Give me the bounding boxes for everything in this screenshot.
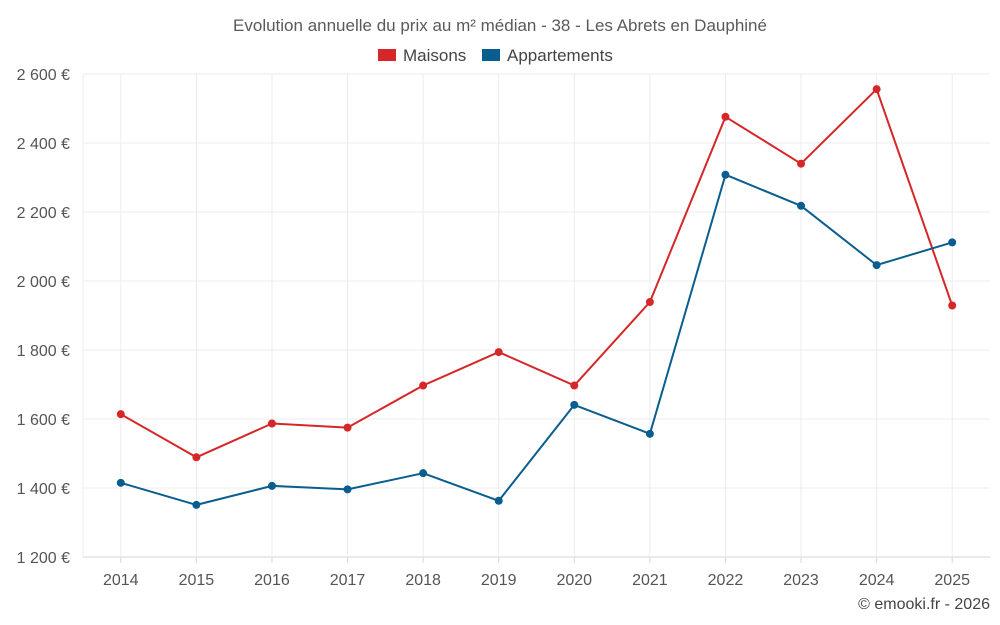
legend-swatch-maisons — [378, 49, 396, 61]
data-point-appartements[interactable] — [343, 485, 352, 494]
data-point-appartements[interactable] — [797, 201, 806, 210]
x-tick-label: 2024 — [859, 572, 895, 589]
x-tick-label: 2021 — [632, 572, 668, 589]
grid — [82, 73, 990, 558]
y-tick-label: 1 600 € — [17, 412, 70, 429]
legend-swatch-appartements — [482, 49, 500, 61]
x-tick-label: 2023 — [783, 572, 819, 589]
y-tick-label: 2 600 € — [17, 67, 70, 84]
x-tick-label: 2022 — [708, 572, 744, 589]
y-tick-label: 2 400 € — [17, 136, 70, 153]
data-point-appartements[interactable] — [948, 238, 957, 247]
data-point-appartements[interactable] — [419, 469, 428, 478]
x-tick-label: 2015 — [179, 572, 215, 589]
data-point-appartements[interactable] — [192, 500, 201, 509]
y-tick-label: 1 400 € — [17, 481, 70, 498]
y-tick-label: 1 800 € — [17, 343, 70, 360]
data-point-maisons[interactable] — [419, 381, 428, 390]
y-tick-label: 2 200 € — [17, 205, 70, 222]
chart-title: Evolution annuelle du prix au m² médian … — [233, 16, 767, 35]
data-point-maisons[interactable] — [570, 381, 579, 390]
x-tick-label: 2020 — [556, 572, 592, 589]
y-axis: 1 200 € 1 400 € 1 600 € 1 800 € 2 000 € 2 200… — [17, 67, 70, 567]
legend: Maisons Appartements — [378, 46, 613, 65]
x-tick-label: 2016 — [254, 572, 290, 589]
series-line-maisons — [120, 88, 954, 459]
y-tick-label: 2 000 € — [17, 274, 70, 291]
data-point-maisons[interactable] — [872, 85, 881, 94]
x-tick-label: 2014 — [103, 572, 139, 589]
data-point-maisons[interactable] — [948, 301, 957, 310]
x-axis: 2014 2015 2016 2017 2018 2019 2020 2021 2022 2023… — [103, 557, 970, 589]
data-point-appartements[interactable] — [116, 478, 125, 487]
data-point-maisons[interactable] — [267, 419, 276, 428]
y-tick-label: 1 200 € — [17, 550, 70, 567]
data-point-maisons[interactable] — [721, 112, 730, 121]
legend-label-maisons[interactable]: Maisons — [403, 46, 466, 65]
data-point-maisons[interactable] — [645, 298, 654, 307]
data-point-appartements[interactable] — [645, 429, 654, 438]
data-point-appartements[interactable] — [494, 496, 503, 505]
x-tick-label: 2017 — [330, 572, 366, 589]
data-point-appartements[interactable] — [570, 400, 579, 409]
data-point-maisons[interactable] — [343, 423, 352, 432]
x-tick-label: 2025 — [934, 572, 970, 589]
credit-text: © emooki.fr - 2026 — [858, 596, 990, 613]
series-line-appartements — [120, 173, 953, 506]
data-point-appartements[interactable] — [721, 170, 730, 179]
data-point-maisons[interactable] — [116, 410, 125, 419]
x-tick-label: 2019 — [481, 572, 517, 589]
data-point-appartements[interactable] — [267, 481, 276, 490]
series-layer — [116, 85, 957, 509]
x-tick-label: 2018 — [405, 572, 441, 589]
data-point-maisons[interactable] — [192, 453, 201, 462]
data-point-maisons[interactable] — [494, 348, 503, 357]
data-point-appartements[interactable] — [872, 261, 881, 270]
data-point-maisons[interactable] — [797, 159, 806, 168]
legend-label-appartements[interactable]: Appartements — [507, 46, 613, 65]
